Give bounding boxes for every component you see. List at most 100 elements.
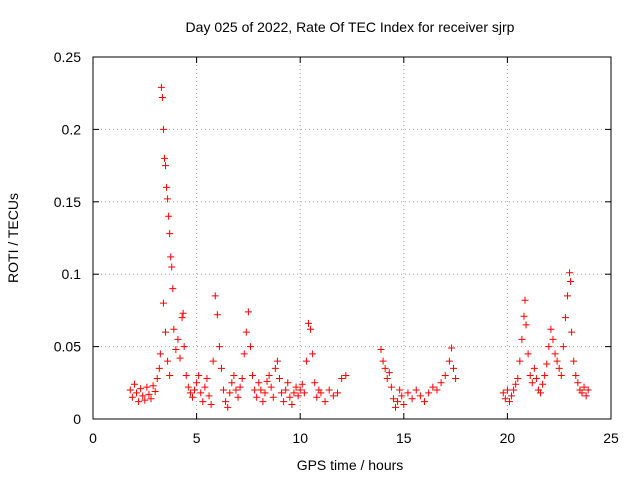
data-point [514, 374, 522, 382]
data-point [570, 357, 578, 365]
data-point [280, 398, 288, 406]
data-point [425, 389, 433, 397]
y-tick-label: 0.1 [62, 266, 82, 282]
data-point [381, 364, 389, 372]
grid-lines [93, 57, 611, 419]
data-point [273, 357, 281, 365]
plot-frame [92, 56, 612, 420]
data-point [178, 314, 186, 322]
data-point [508, 392, 516, 400]
data-point [539, 380, 547, 388]
data-point [300, 389, 308, 397]
data-point [168, 263, 176, 271]
data-point [524, 350, 532, 358]
data-point [211, 292, 219, 300]
y-tick-label: 0.05 [54, 339, 81, 355]
data-point [199, 398, 207, 406]
data-point [203, 374, 211, 382]
data-point [228, 379, 236, 387]
chart-title: Day 025 of 2022, Rate Of TEC Index for r… [186, 19, 515, 35]
data-point [159, 299, 167, 307]
data-point [133, 389, 141, 397]
data-point [182, 372, 190, 380]
data-point [530, 364, 538, 372]
data-point [510, 386, 518, 394]
data-point [257, 386, 265, 394]
data-point [520, 312, 528, 320]
data-point [267, 383, 275, 391]
data-point [128, 393, 136, 401]
data-point [543, 360, 551, 368]
data-point [298, 380, 306, 388]
data-point [286, 393, 294, 401]
data-point [160, 154, 168, 162]
data-point [244, 308, 252, 316]
data-point [158, 94, 166, 102]
x-tick-label: 10 [292, 430, 308, 446]
data-point [164, 357, 172, 365]
data-point [153, 374, 161, 382]
data-point [317, 389, 325, 397]
data-point [567, 277, 575, 285]
data-point [342, 372, 350, 380]
data-point [151, 387, 159, 395]
data-point [551, 350, 559, 358]
data-point [559, 343, 567, 351]
data-point [238, 374, 246, 382]
data-point [172, 345, 180, 353]
data-point [135, 398, 143, 406]
data-point [568, 328, 576, 336]
data-point [246, 343, 254, 351]
x-tick-label: 25 [603, 430, 619, 446]
data-point [149, 382, 157, 390]
data-point [385, 369, 393, 377]
x-tick-label: 5 [193, 430, 201, 446]
data-point [163, 183, 171, 191]
data-point [166, 372, 174, 380]
data-point [516, 357, 524, 365]
data-point [186, 389, 194, 397]
data-point [578, 389, 586, 397]
data-point [503, 386, 511, 394]
data-point [296, 386, 304, 394]
data-point [290, 389, 298, 397]
data-point [338, 374, 346, 382]
data-point [234, 393, 242, 401]
data-point [184, 383, 192, 391]
data-point [521, 296, 529, 304]
data-point [499, 389, 507, 397]
data-point [555, 364, 563, 372]
data-point [421, 398, 429, 406]
data-point [167, 253, 175, 261]
y-tick-labels: 0 0.05 0.1 0.15 0.2 0.25 [54, 49, 81, 427]
data-point [222, 398, 230, 406]
data-point [452, 374, 460, 382]
data-point [429, 383, 437, 391]
data-point [251, 386, 259, 394]
y-axis-label: ROTI / TECUs [5, 193, 21, 283]
data-point [398, 392, 406, 400]
data-point [207, 401, 215, 409]
data-point [383, 374, 391, 382]
data-point [169, 285, 177, 293]
data-point [526, 372, 534, 380]
data-point [582, 392, 590, 400]
data-point [566, 269, 574, 277]
data-point [416, 392, 424, 400]
data-point [557, 372, 565, 380]
data-point [170, 325, 178, 333]
data-point [220, 386, 228, 394]
data-point [412, 386, 420, 394]
data-point [294, 392, 302, 400]
data-point [162, 162, 170, 170]
data-point [321, 398, 329, 406]
data-point [307, 325, 315, 333]
data-point [139, 392, 147, 400]
data-point [379, 357, 387, 365]
data-point [137, 385, 145, 393]
data-point [329, 392, 337, 400]
data-point [292, 383, 300, 391]
data-point [311, 379, 319, 387]
data-point [224, 403, 232, 411]
data-point [505, 398, 513, 406]
